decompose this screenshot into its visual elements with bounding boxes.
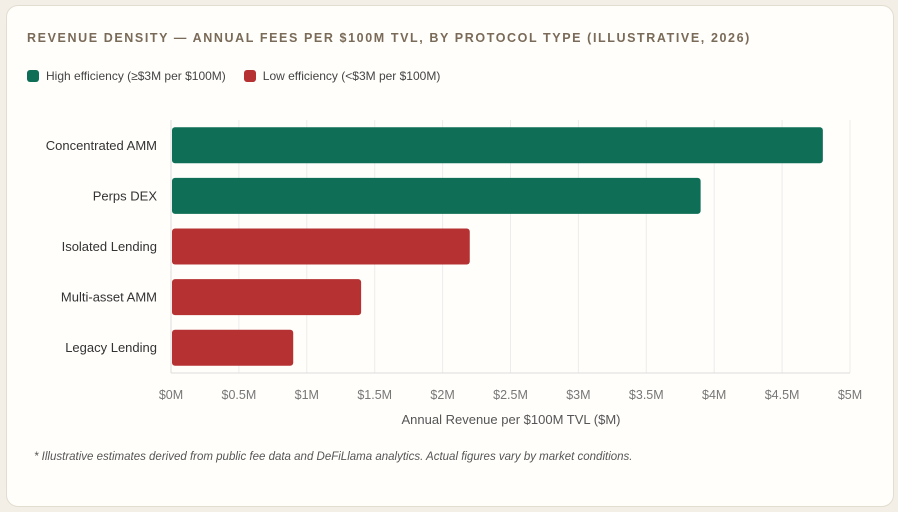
x-tick-label: $2.5M	[493, 388, 528, 402]
footnote: * Illustrative estimates derived from pu…	[34, 451, 633, 463]
x-tick-label: $2M	[430, 388, 454, 402]
legend-label-high: High efficiency (≥$3M per $100M)	[46, 69, 226, 83]
bar[interactable]	[172, 329, 294, 366]
x-tick-label: $0M	[159, 388, 183, 402]
legend-item-low[interactable]: Low efficiency (<$3M per $100M)	[243, 69, 441, 83]
x-tick-label: $1M	[295, 388, 319, 402]
bar[interactable]	[172, 279, 362, 316]
bar[interactable]	[172, 127, 823, 164]
legend: High efficiency (≥$3M per $100M) Low eff…	[27, 69, 458, 83]
x-tick-label: $3M	[566, 388, 590, 402]
y-category-label: Multi-asset AMM	[61, 290, 157, 305]
y-category-label: Isolated Lending	[62, 239, 157, 254]
x-tick-label: $3.5M	[629, 388, 664, 402]
x-tick-label: $4.5M	[765, 388, 800, 402]
bar[interactable]	[172, 228, 470, 265]
chart-title: REVENUE DENSITY — ANNUAL FEES PER $100M …	[27, 31, 751, 45]
x-axis-tick-labels: $0M $0.5M $1M $1.5M $2M $2.5M $3M $3.5M $4M $4.5M…	[159, 388, 862, 402]
legend-swatch-low	[243, 70, 256, 82]
legend-label-low: Low efficiency (<$3M per $100M)	[262, 69, 441, 83]
y-axis-labels: Concentrated AMM Perps DEX Isolated Lendin…	[46, 138, 158, 355]
x-axis-title: Annual Revenue per $100M TVL ($M)	[402, 412, 621, 427]
x-tick-label: $4M	[702, 388, 726, 402]
y-category-label: Perps DEX	[93, 188, 158, 203]
x-tick-label: $1.5M	[357, 388, 392, 402]
x-tick-label: $0.5M	[222, 388, 257, 402]
bar[interactable]	[172, 177, 701, 214]
y-category-label: Concentrated AMM	[46, 138, 157, 153]
x-tick-label: $5M	[838, 388, 862, 402]
legend-swatch-high	[27, 70, 39, 82]
y-category-label: Legacy Lending	[65, 340, 157, 355]
legend-item-high[interactable]: High efficiency (≥$3M per $100M)	[27, 69, 226, 83]
bars	[172, 127, 823, 366]
